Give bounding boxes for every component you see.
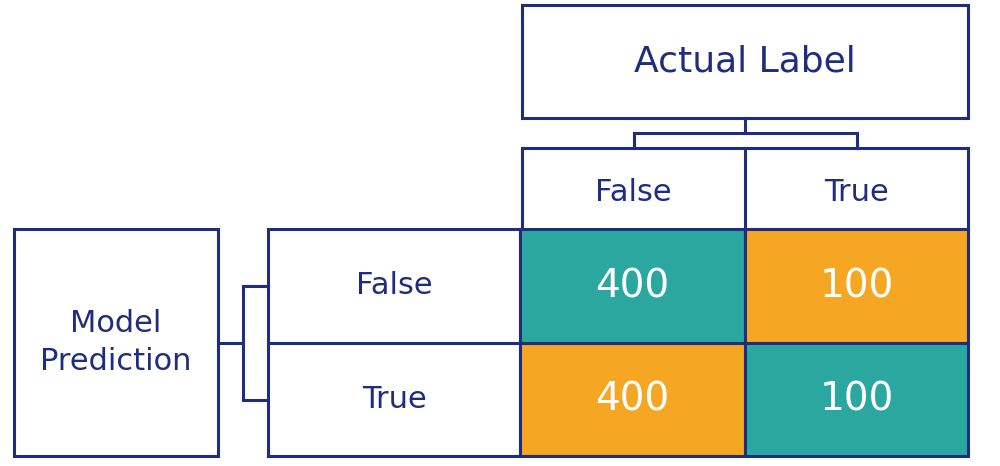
Text: Actual Label: Actual Label	[634, 44, 856, 78]
Bar	[268, 229, 520, 456]
Text: True: True	[824, 178, 889, 207]
Bar	[14, 229, 218, 456]
Text: False: False	[356, 272, 432, 301]
Text: 400: 400	[595, 267, 670, 305]
Text: 100: 100	[819, 267, 894, 305]
Bar	[522, 148, 968, 237]
Text: Model
Prediction: Model Prediction	[40, 309, 192, 376]
Text: False: False	[595, 178, 672, 207]
Bar	[520, 343, 745, 456]
Bar	[745, 229, 968, 343]
Text: 100: 100	[819, 381, 894, 418]
Bar	[522, 5, 968, 118]
Text: True: True	[362, 385, 426, 414]
Bar	[520, 229, 745, 343]
Bar	[745, 343, 968, 456]
Text: 400: 400	[595, 381, 670, 418]
